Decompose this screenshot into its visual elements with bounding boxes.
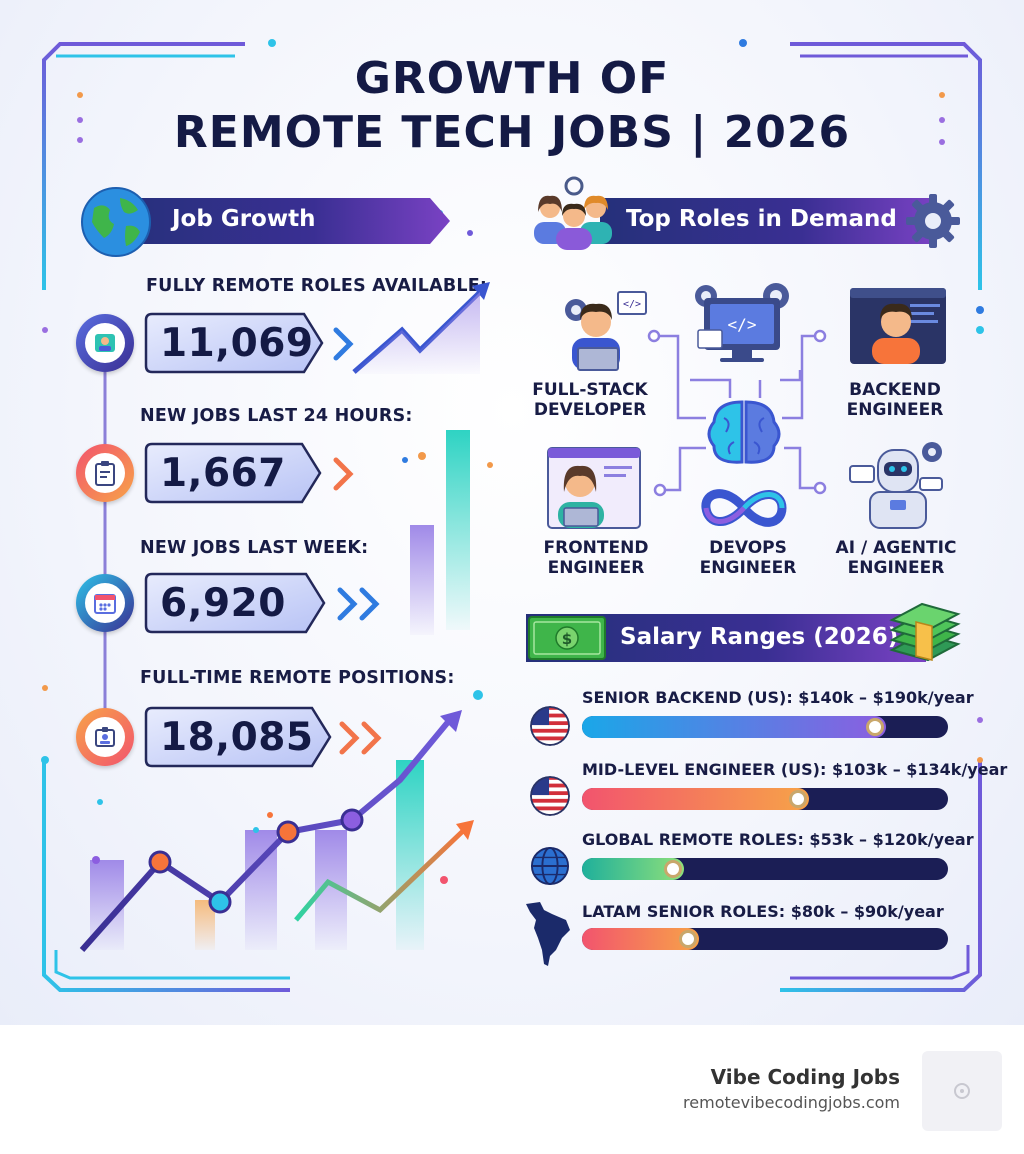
- developer-laptop-icon: </>: [565, 291, 647, 371]
- infographic-canvas: GROWTH OF REMOTE TECH JOBS | 2026 Job Gr…: [0, 0, 1024, 1025]
- banner-band: [110, 198, 450, 244]
- timeline-connector: [103, 372, 107, 710]
- growth-illustration: [79, 282, 493, 952]
- stat-label-remote-roles: FULLY REMOTE ROLES AVAILABLE:: [146, 276, 488, 296]
- double-chevron-right-icon: [339, 721, 382, 755]
- banner-band: [600, 198, 936, 244]
- footer-brand-name: Vibe Coding Jobs: [710, 1065, 900, 1089]
- salary-label-senior-backend: SENIOR BACKEND (US): $140k – $190k/year: [582, 688, 974, 707]
- role-label-line: BACKEND ENGINEER: [846, 380, 944, 420]
- stat-label-full-time: FULL-TIME REMOTE POSITIONS:: [140, 668, 455, 688]
- role-label-line: FRONTEND ENGINEER: [543, 538, 649, 578]
- salary-bar-knob: [679, 930, 697, 948]
- stat-value-new-24h: 1,667: [144, 442, 324, 504]
- title-line-1: GROWTH OF: [354, 53, 670, 104]
- salary-bar: [582, 928, 948, 950]
- stat-label-new-week: NEW JOBS LAST WEEK:: [140, 538, 369, 558]
- money-stack-icon: [889, 602, 961, 662]
- roles-illustration: </> </>: [547, 283, 946, 529]
- stat-value-full-time: 18,085: [144, 706, 334, 768]
- svg-text:</>: </>: [728, 315, 757, 334]
- salary-bar: [582, 716, 948, 738]
- chevron-right-icon: [333, 457, 354, 491]
- role-ai-agentic: AI / AGENTIC ENGINEER: [826, 538, 966, 578]
- role-devops: DEVOPS ENGINEER: [678, 538, 818, 578]
- salary-label-latam: LATAM SENIOR ROLES: $80k – $90k/year: [582, 902, 944, 921]
- salary-bar: [582, 858, 948, 880]
- globe-icon: [81, 187, 151, 257]
- role-label-line: FULL-STACK DEVELOPER: [532, 380, 648, 420]
- salary-label-mid-level: MID-LEVEL ENGINEER (US): $103k – $134k/y…: [582, 760, 1008, 779]
- latam-map-icon: [526, 902, 570, 966]
- double-chevron-right-icon: [337, 587, 380, 621]
- footer: Vibe Coding Jobs remotevibecodingjobs.co…: [0, 1025, 1024, 1154]
- role-frontend: FRONTEND ENGINEER: [526, 538, 666, 578]
- salary-bar: [582, 788, 948, 810]
- salary-bar-knob: [664, 860, 682, 878]
- job-growth-banner: Job Growth: [80, 187, 450, 257]
- footer-brand-url[interactable]: remotevibecodingjobs.com: [683, 1093, 900, 1112]
- stat-label-new-24h: NEW JOBS LAST 24 HOURS:: [140, 406, 413, 426]
- role-label-line: DEVOPS ENGINEER: [699, 538, 797, 578]
- calendar-icon: [76, 574, 134, 632]
- stat-value-remote-roles: 11,069: [144, 312, 326, 374]
- svg-text:$: $: [562, 630, 572, 648]
- badge-icon: [76, 708, 134, 766]
- top-roles-banner: Top Roles in Demand: [528, 176, 960, 250]
- globe-icon: [530, 846, 570, 886]
- top-roles-heading: Top Roles in Demand: [626, 206, 897, 232]
- us-flag-icon: [530, 706, 570, 746]
- code-monitor-icon: </>: [695, 283, 789, 362]
- banknote-icon: $: [528, 616, 606, 660]
- chevron-right-icon: [333, 327, 354, 361]
- footer-brand: Vibe Coding Jobs remotevibecodingjobs.co…: [683, 1065, 900, 1112]
- salary-bar-fill: [582, 858, 684, 880]
- stat-value-new-week: 6,920: [144, 572, 328, 634]
- profile-icon: [76, 314, 134, 372]
- title-line-2: REMOTE TECH JOBS | 2026: [173, 107, 851, 158]
- robot-icon: [849, 442, 943, 529]
- page-title: GROWTH OF REMOTE TECH JOBS | 2026: [0, 52, 1024, 160]
- gear-icon: [906, 194, 960, 248]
- us-flag-icon: [530, 776, 570, 816]
- salary-bar-knob: [789, 790, 807, 808]
- role-backend: BACKEND ENGINEER: [825, 380, 965, 420]
- team-icon: [534, 176, 612, 250]
- role-full-stack: FULL-STACK DEVELOPER: [520, 380, 660, 420]
- frontend-engineer-icon: [547, 447, 641, 529]
- svg-text:</>: </>: [623, 299, 641, 310]
- job-growth-heading: Job Growth: [172, 206, 316, 232]
- salary-heading: Salary Ranges (2026): [620, 624, 899, 650]
- salary-bar-fill: [582, 928, 699, 950]
- banner-band: [526, 614, 926, 662]
- salary-bar-knob: [866, 718, 884, 736]
- backend-engineer-icon: [850, 288, 946, 364]
- ai-brain-icon: [707, 400, 781, 464]
- role-label-line: AI / AGENTIC ENGINEER: [835, 538, 957, 578]
- clipboard-icon: [76, 444, 134, 502]
- salary-bar-fill: [582, 716, 886, 738]
- salary-label-global-remote: GLOBAL REMOTE ROLES: $53k – $120k/year: [582, 830, 974, 849]
- devops-infinity-icon: [701, 489, 787, 527]
- salary-banner: $ Salary Ranges (2026): [526, 602, 962, 664]
- brand-logo-icon[interactable]: [922, 1051, 1002, 1131]
- salary-bar-fill: [582, 788, 809, 810]
